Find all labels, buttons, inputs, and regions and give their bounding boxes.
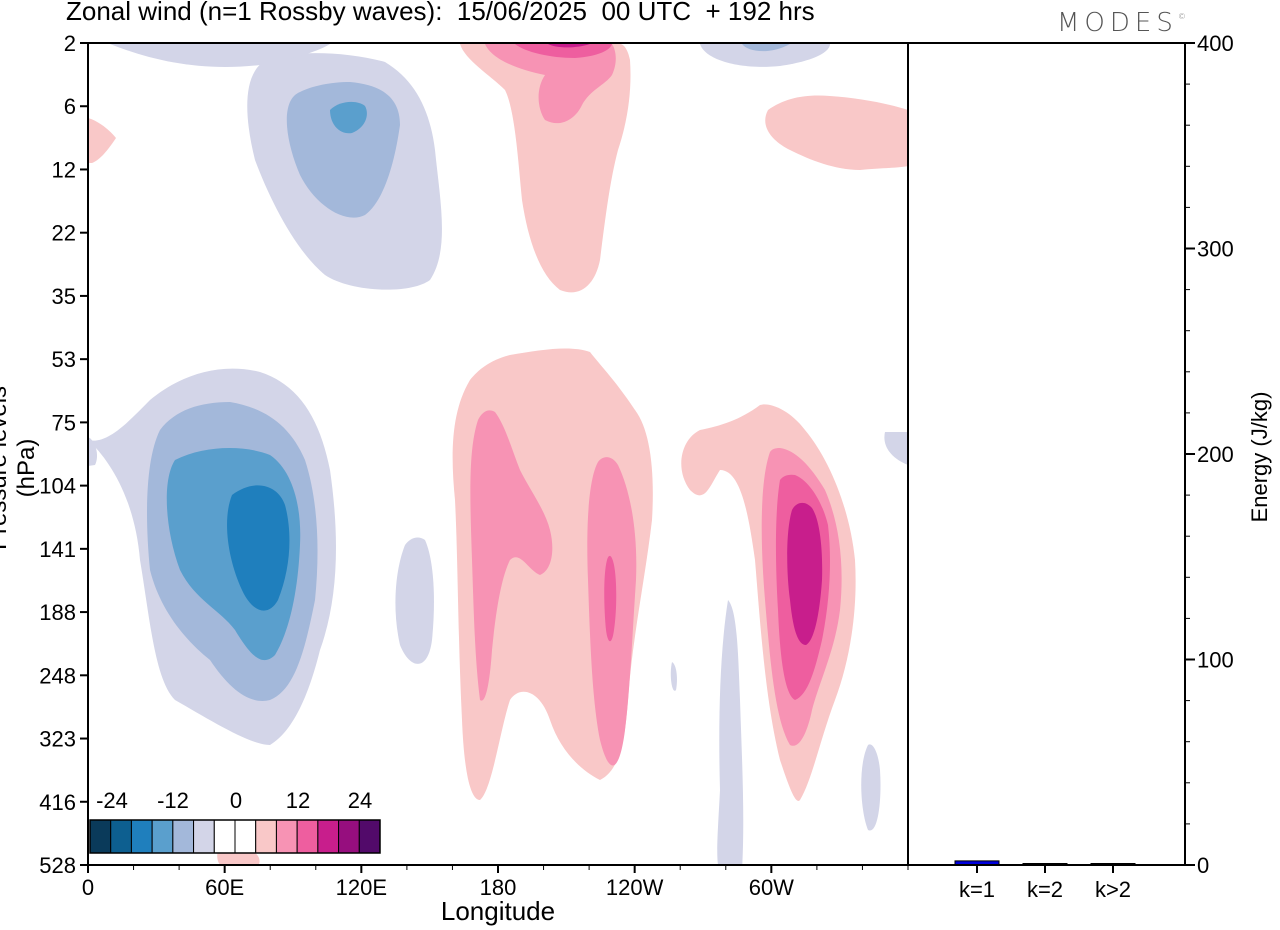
y-tick-label: 35 [52, 284, 76, 309]
energy-tick-label: 300 [1197, 237, 1234, 262]
bar-category-label: k>2 [1095, 877, 1131, 902]
neg-contour-leftedge [88, 437, 98, 466]
colorbar-tick-label: 12 [286, 788, 310, 813]
colorbar-swatch [296, 819, 319, 854]
neg-contour-blob-4 [861, 744, 881, 831]
colorbar-tick-label: -24 [96, 788, 128, 813]
energy-tick-label: 0 [1197, 853, 1209, 878]
y-tick-label: 22 [52, 221, 76, 246]
modes-logo: MODES© [1057, 8, 1186, 38]
energy-tick-label: 400 [1197, 31, 1234, 56]
y-tick-label: 141 [39, 537, 76, 562]
colorbar-labels: -24 -12 0 12 24 [96, 788, 372, 813]
colorbar-swatch [255, 819, 277, 854]
pos-contour-right-3 [787, 502, 823, 645]
neg-contour-blob-2 [670, 662, 677, 691]
logo-text: MODES [1057, 8, 1178, 38]
pos-contour-leftedge [88, 118, 116, 163]
neg-contour-top-right-inner [742, 44, 790, 52]
x-tick-label: 60W [749, 875, 794, 900]
colorbar-swatch [338, 819, 360, 854]
colorbar-swatch [172, 819, 195, 854]
x-tick-label: 60E [205, 875, 244, 900]
neg-contour-top [110, 44, 330, 68]
pos-contour-upper-3 [548, 44, 590, 48]
y-tick-label: 6 [64, 94, 76, 119]
neg-contour-top-right [700, 44, 830, 67]
colorbar-swatch [275, 819, 298, 854]
colorbar-tick-label: 0 [230, 788, 242, 813]
y-tick-label: 53 [52, 347, 76, 372]
pos-contour-mid-3 [604, 555, 617, 642]
colorbar-swatch [193, 819, 215, 854]
x-axis: 0 60E 120E 180 120W 60W [82, 865, 909, 900]
y-axis-right: 0 100 200 300 400 [1185, 31, 1234, 878]
colorbar-swatch [317, 819, 340, 854]
colorbar [89, 819, 381, 854]
y-tick-label: 528 [39, 853, 76, 878]
pos-contour-mid-1 [470, 410, 553, 701]
x-tick-label: 120E [336, 875, 387, 900]
y-tick-label: 248 [39, 663, 76, 688]
colorbar-swatch [213, 819, 236, 854]
bar-category-label: k=1 [959, 877, 995, 902]
x-tick-label: 0 [82, 875, 94, 900]
colorbar-tick-label: 24 [348, 788, 372, 813]
x-tick-label: 120W [606, 875, 664, 900]
colorbar-swatch [89, 819, 112, 854]
x-axis-label: Longitude [440, 896, 556, 926]
energy-tick-label: 200 [1197, 442, 1234, 467]
pos-contour-upper-outer [460, 44, 631, 293]
y-tick-label: 323 [39, 727, 76, 752]
chart-title: Zonal wind (n=1 Rossby waves): 15/06/202… [66, 0, 815, 26]
pos-contour-right [765, 95, 908, 170]
colorbar-tick-label: -12 [157, 788, 189, 813]
colorbar-frame [89, 819, 381, 854]
energy-axis-label: Energy (J/kg) [1247, 391, 1272, 523]
y-tick-label: 12 [52, 157, 76, 182]
neg-contour-blob-5 [884, 432, 908, 465]
y-tick-label: 2 [64, 31, 76, 56]
colorbar-swatch [151, 819, 174, 854]
neg-contour-upper-1 [286, 82, 400, 218]
colorbar-swatch [234, 819, 257, 854]
pos-contour-upper-1 [485, 44, 616, 124]
neg-contour-blob-1 [395, 537, 434, 664]
x-tick-label: 180 [480, 875, 517, 900]
y-tick-label: 416 [39, 790, 76, 815]
copyright-mark: © [1177, 12, 1186, 21]
colorbar-swatch [130, 819, 153, 854]
bar-category-label: k=2 [1027, 877, 1063, 902]
colorbar-swatch [110, 819, 132, 854]
energy-tick-label: 100 [1197, 648, 1234, 673]
neg-contour-upper-2 [330, 101, 367, 134]
neg-contour-lower-3 [227, 485, 290, 611]
y-tick-label: 188 [39, 600, 76, 625]
y-tick-label: 75 [52, 410, 76, 435]
pos-contour-upper-2 [515, 44, 612, 58]
y-axis-label: Pressure levels (hPa) [0, 385, 40, 551]
neg-contour-blob-3 [717, 600, 744, 865]
colorbar-swatch [358, 819, 381, 854]
y-tick-label: 104 [39, 474, 76, 499]
y-axis-left: 2 6 12 22 35 53 75 104 141 188 248 323 416 528 [39, 31, 88, 878]
contour-field [88, 44, 908, 865]
energy-bar-categories: k=1 k=2 k>2 [959, 865, 1131, 902]
